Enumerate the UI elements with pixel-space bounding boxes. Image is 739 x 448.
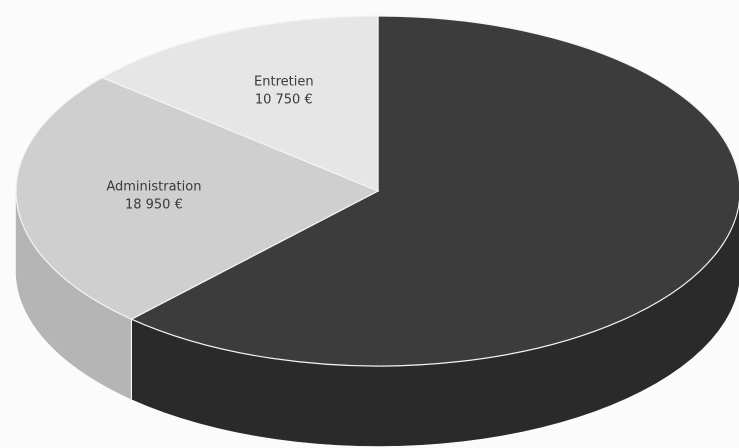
slice-label-2: Entretien: [254, 75, 314, 90]
pie-slice-0: [130, 15, 739, 367]
slice-value-2: 10 750 €: [255, 93, 313, 108]
pie-slice-2: [100, 15, 379, 192]
pie-labels: Administration 18 950 € Entretien 10 750 €: [106, 75, 313, 213]
pie-slice-1: [15, 76, 380, 320]
slice-label-1: Administration: [106, 179, 201, 194]
pie-tops: [15, 15, 739, 367]
slice-value-1: 18 950 €: [125, 197, 183, 212]
